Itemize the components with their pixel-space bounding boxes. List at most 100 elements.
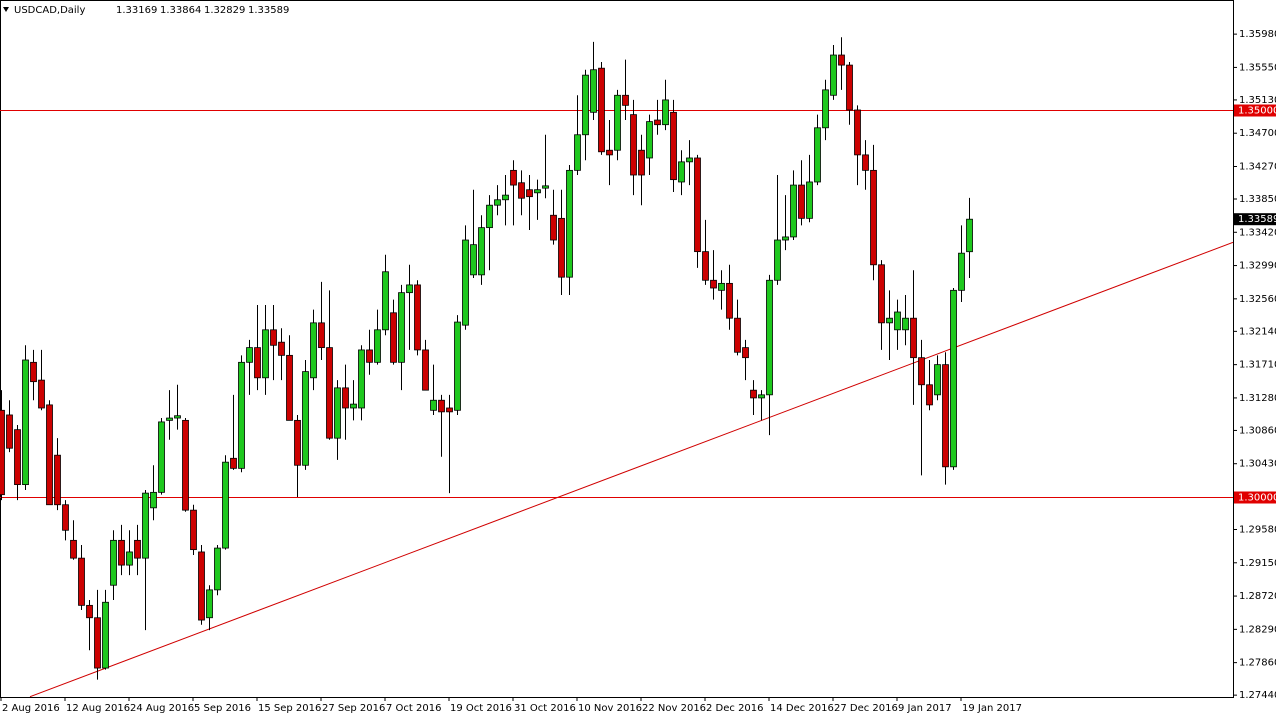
candle-body (710, 279, 717, 289)
candle-body (22, 359, 29, 486)
level-label-box (1234, 104, 1276, 117)
candle-body (134, 539, 141, 559)
candle-body (582, 74, 589, 136)
y-tick-label: 1.28290 (1239, 624, 1276, 635)
x-tick-label: 12 Aug 2016 (66, 703, 130, 714)
candle-body (838, 54, 845, 66)
y-tick-label: 1.35550 (1239, 62, 1276, 73)
level-label-box (1234, 491, 1276, 504)
candle-body (854, 109, 861, 156)
y-tick-label: 1.31710 (1239, 360, 1276, 371)
candle-body (406, 284, 413, 294)
candle-body (190, 509, 197, 551)
candle-body (254, 347, 261, 379)
candle-body (486, 204, 493, 229)
candle-body (686, 157, 693, 163)
y-tick-label: 1.34270 (1239, 161, 1276, 172)
candle-body (334, 387, 341, 439)
candle-body (654, 119, 661, 126)
candle-body (262, 329, 269, 379)
y-tick-label: 1.33420 (1239, 227, 1276, 238)
x-tick-label: 19 Jan 2017 (962, 703, 1022, 714)
candle-body (438, 399, 445, 413)
candle-body (742, 347, 749, 359)
candle-body (182, 419, 189, 511)
candle-body (222, 461, 229, 549)
x-tick-label: 19 Oct 2016 (450, 703, 512, 714)
y-tick-label: 1.32990 (1239, 261, 1276, 272)
candle-body (38, 379, 45, 409)
candle-body (774, 239, 781, 281)
candle-body (62, 504, 69, 531)
candle-body (518, 182, 525, 199)
x-tick-label: 24 Aug 2016 (130, 703, 194, 714)
candle-body (374, 329, 381, 363)
candle-body (574, 134, 581, 171)
y-tick-label: 1.35130 (1239, 95, 1276, 106)
candle-body (822, 89, 829, 129)
price-label-box (1234, 213, 1276, 226)
y-tick-label: 1.29580 (1239, 525, 1276, 536)
candle-body (318, 322, 325, 349)
x-tick-label: 27 Dec 2016 (834, 703, 898, 714)
candle-body (830, 54, 837, 96)
x-tick-label: 22 Nov 2016 (642, 703, 706, 714)
candle-body (566, 169, 573, 278)
candle-body (94, 617, 101, 669)
candle-body (158, 421, 165, 493)
x-tick-label: 5 Sep 2016 (194, 703, 251, 714)
candle-body (398, 292, 405, 363)
candle-body (510, 169, 517, 186)
y-tick-label: 1.31280 (1239, 393, 1276, 404)
candle-body (934, 364, 941, 396)
candle-body (590, 69, 597, 113)
candle-body (758, 394, 765, 399)
candle-body (598, 67, 605, 153)
candle-body (358, 349, 365, 409)
candle-body (502, 194, 509, 201)
candle-body (494, 199, 501, 206)
y-tick-label: 1.28720 (1239, 591, 1276, 602)
candle-body (462, 239, 469, 326)
menu-arrow[interactable] (3, 7, 9, 12)
candle-body (86, 604, 93, 619)
candle-body (166, 417, 173, 421)
y-tick-label: 1.32560 (1239, 294, 1276, 305)
candle-body (550, 214, 557, 241)
x-tick-label: 2 Dec 2016 (706, 703, 764, 714)
x-tick-label: 27 Sep 2016 (322, 703, 385, 714)
candle-body (102, 601, 109, 669)
candle-body (902, 317, 909, 331)
candle-body (430, 399, 437, 411)
candle-body (422, 349, 429, 391)
candle-body (886, 317, 893, 324)
header-open: 1.33169 (116, 5, 157, 16)
candle-body (278, 341, 285, 356)
candle-body (0, 409, 5, 496)
y-tick-label: 1.32140 (1239, 326, 1276, 337)
candle-body (966, 218, 973, 253)
candle-body (470, 244, 477, 276)
candle-body (846, 64, 853, 111)
candle-body (894, 311, 901, 331)
x-tick-label: 9 Jan 2017 (898, 703, 952, 714)
candle-body (70, 539, 77, 559)
level-label: 1.30000 (1238, 493, 1276, 504)
trendline (29, 241, 1233, 697)
candle-body (534, 189, 541, 194)
candle-body (142, 492, 149, 559)
y-tick-label: 1.35980 (1239, 29, 1276, 40)
candle-body (286, 354, 293, 421)
candle-body (238, 361, 245, 469)
candle-body (78, 557, 85, 606)
plot-frame (0, 0, 1234, 698)
candle-body (606, 149, 613, 156)
candle-body (926, 384, 933, 406)
candle-body (118, 539, 125, 566)
candle-body (790, 184, 797, 238)
candle-body (446, 407, 453, 413)
candle-body (798, 184, 805, 219)
candle-body (350, 403, 357, 409)
candle-body (206, 589, 213, 619)
